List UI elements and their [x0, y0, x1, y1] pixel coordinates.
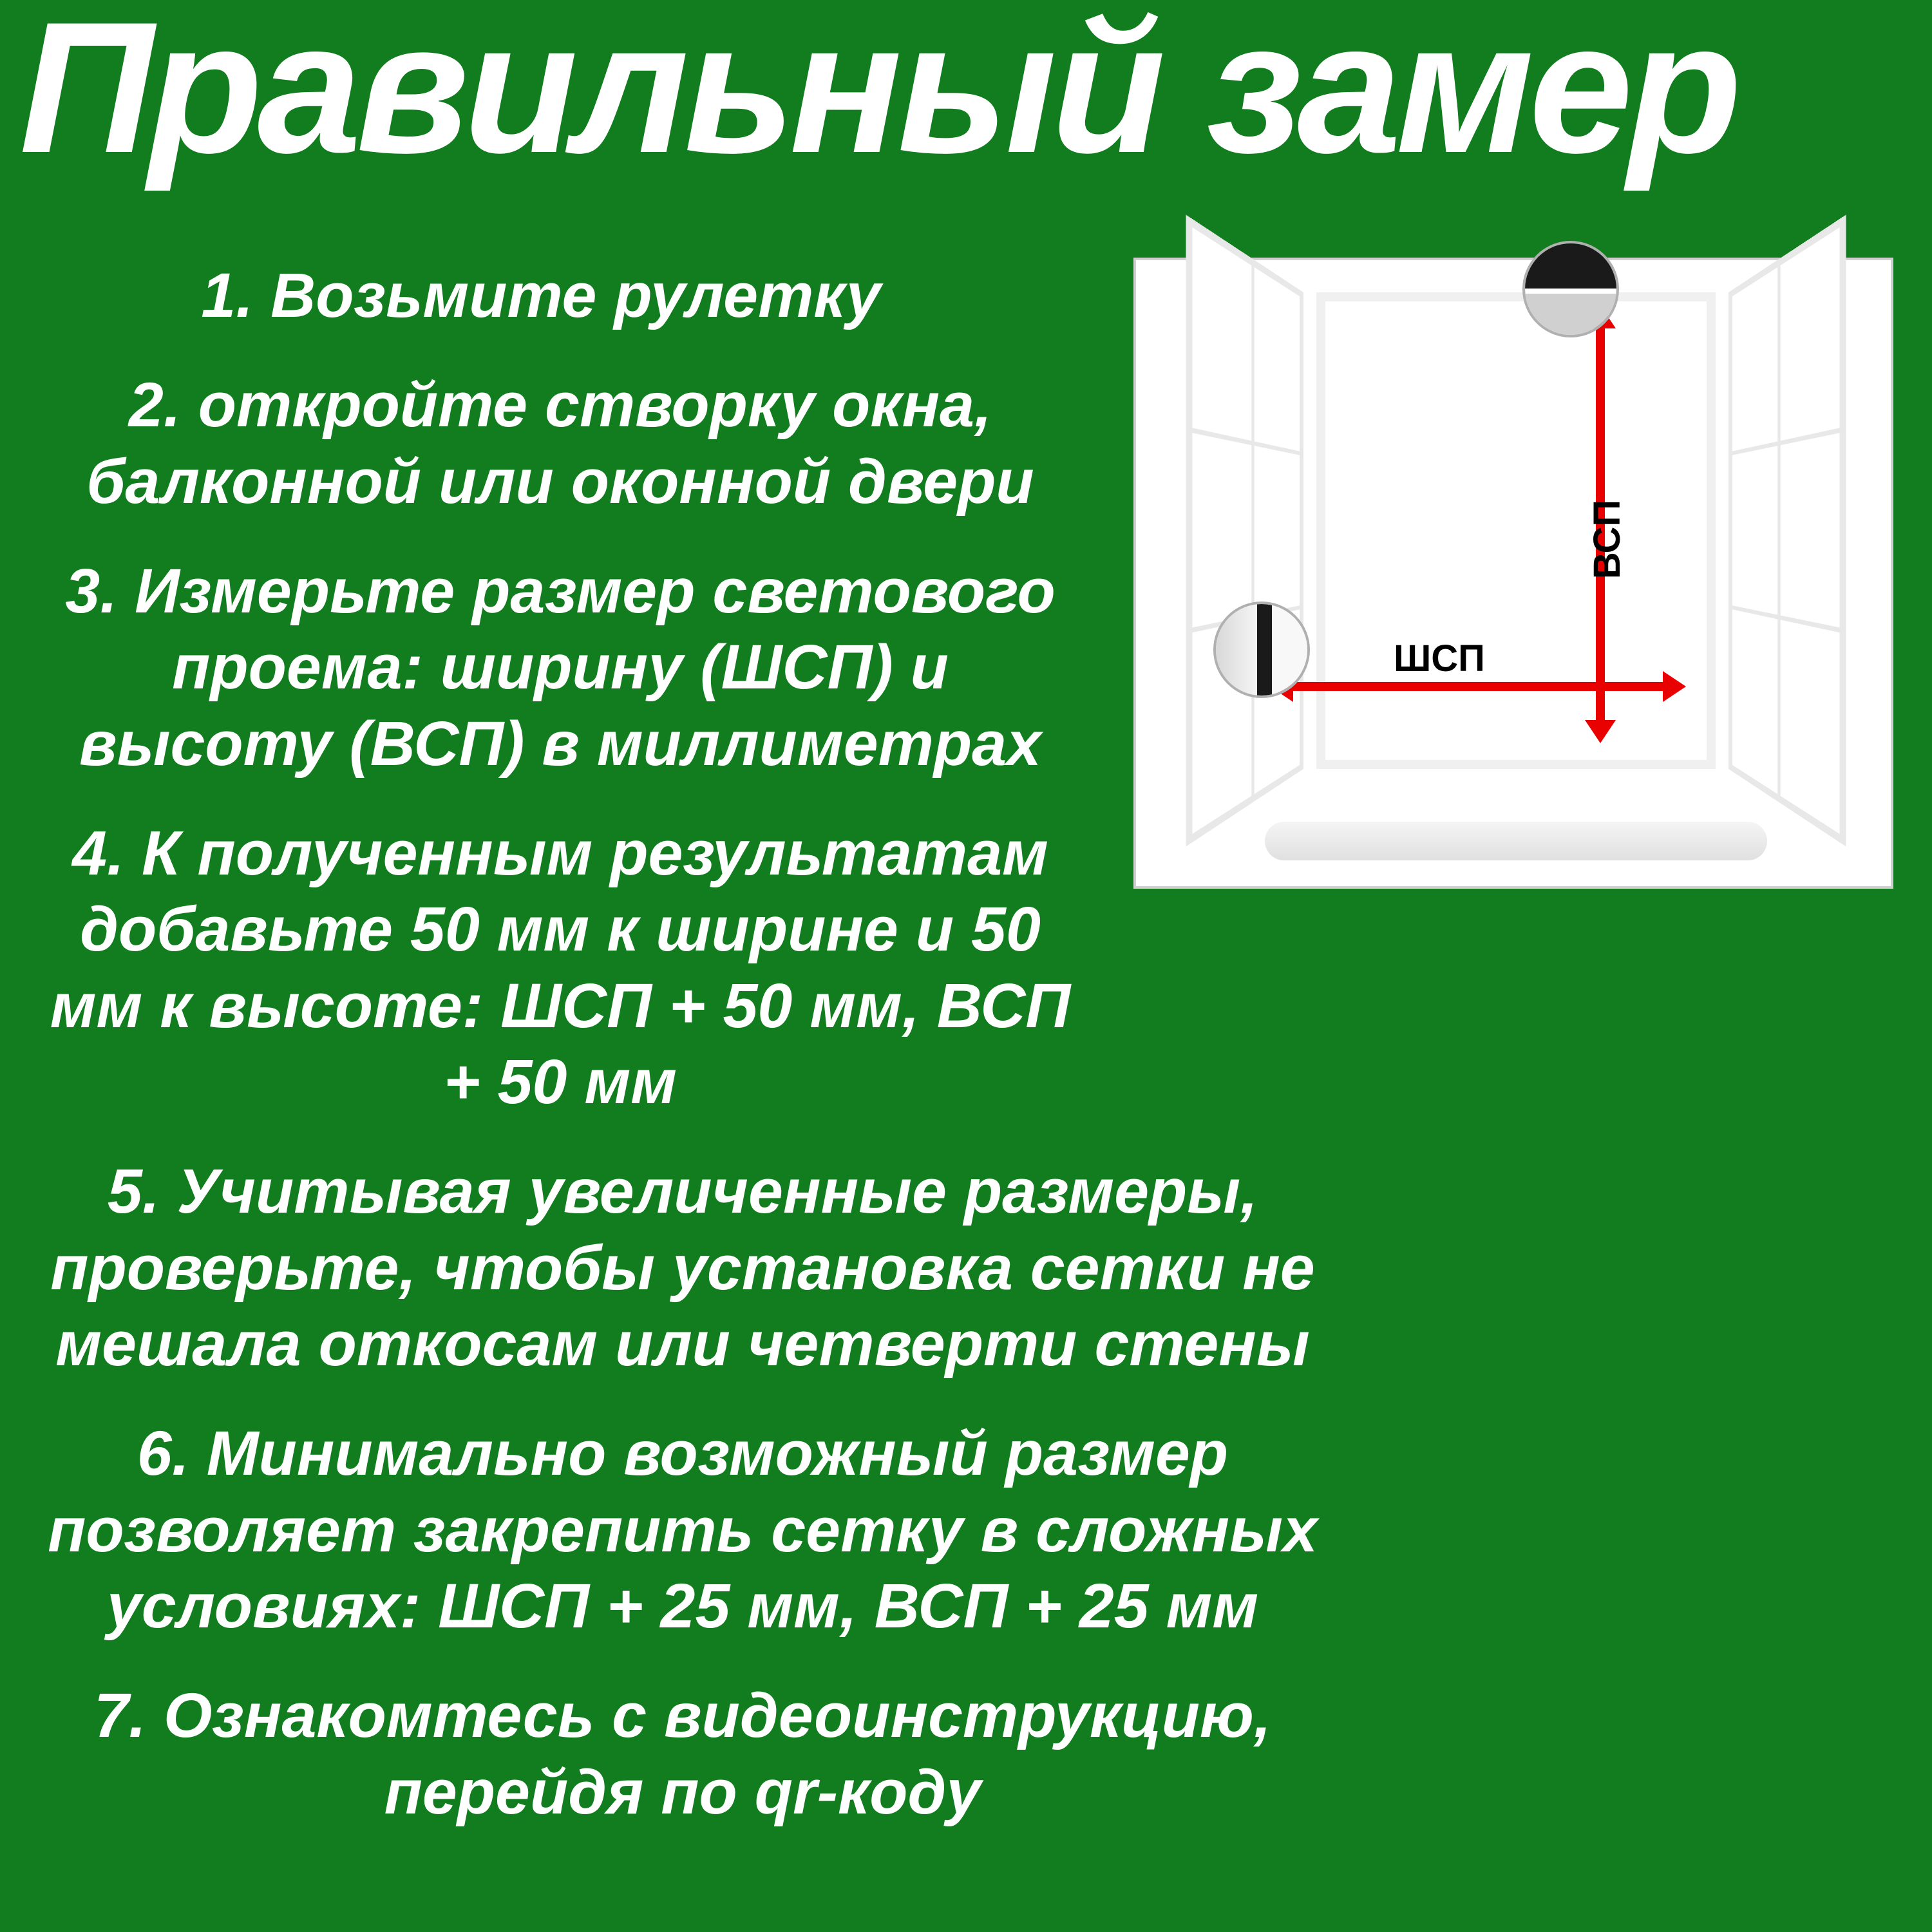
instructions-list: 1. Возьмите рулетку 2. откройте створку … — [39, 258, 1121, 1864]
step-1: 1. Возьмите рулетку — [39, 258, 1043, 334]
step-6: 6. Минимально возможный размер позволяет… — [39, 1416, 1327, 1644]
width-arrow — [1289, 682, 1667, 691]
window-diagram: ШСП ВСП — [1133, 258, 1893, 889]
detail-zoom-top — [1522, 241, 1619, 337]
window-casement-right — [1728, 214, 1846, 846]
window-frame — [1175, 292, 1857, 782]
step-5: 5. Учитывая увеличенные размеры, проверь… — [39, 1153, 1327, 1382]
window-sill — [1265, 822, 1767, 860]
height-label: ВСП — [1586, 500, 1629, 579]
window-opening — [1316, 292, 1716, 769]
step-4: 4. К полученным результатам добавьте 50 … — [39, 815, 1082, 1120]
step-7: 7. Ознакомтесь с видеоинструкцию, перейд… — [39, 1678, 1327, 1830]
step-2: 2. откройте створку окна, балконной или … — [39, 367, 1082, 520]
step-3: 3. Измерьте размер светового проема: шир… — [39, 553, 1082, 782]
window-casement-left — [1186, 214, 1303, 846]
page-title: Правильный замер — [19, 0, 1737, 195]
detail-zoom-left — [1213, 601, 1310, 698]
width-label: ШСП — [1394, 637, 1485, 680]
